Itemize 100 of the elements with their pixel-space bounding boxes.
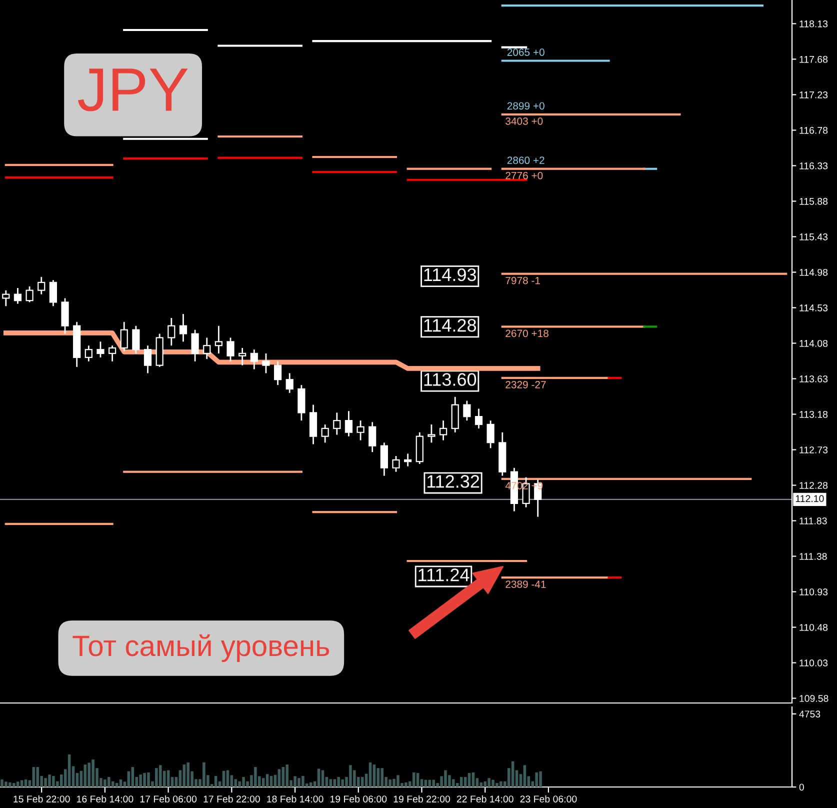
bar bbox=[32, 767, 36, 787]
bar bbox=[432, 780, 436, 787]
series-label: 2776 +0 bbox=[506, 172, 543, 180]
y-tick-label: 114.53 bbox=[800, 304, 828, 312]
candlestick bbox=[404, 452, 412, 467]
bar bbox=[539, 771, 542, 787]
candlestick bbox=[368, 421, 376, 453]
y-tick-label: 114.98 bbox=[800, 268, 828, 276]
bar bbox=[376, 768, 380, 787]
bar bbox=[317, 768, 320, 787]
candlestick bbox=[392, 455, 400, 473]
y-tick-label: 113.63 bbox=[800, 375, 828, 382]
text: JPY bbox=[78, 68, 188, 112]
bar bbox=[404, 782, 408, 787]
annotation: 111.24 bbox=[418, 568, 470, 582]
candlestick bbox=[26, 286, 34, 303]
y-tick-label: 112.73 bbox=[800, 446, 828, 454]
y-tick-label: 115.43 bbox=[800, 233, 828, 240]
x-tick-label: 15 Feb 22:00 bbox=[14, 795, 70, 802]
bar bbox=[396, 775, 400, 787]
bar bbox=[286, 764, 288, 787]
annotation: 113.60 bbox=[424, 373, 476, 386]
bar bbox=[234, 779, 238, 787]
candlestick bbox=[203, 336, 211, 360]
y-tick-label: 118.13 bbox=[800, 20, 828, 28]
bar bbox=[202, 762, 206, 787]
bar bbox=[84, 764, 87, 787]
candlestick bbox=[344, 410, 353, 438]
candlestick bbox=[191, 329, 199, 362]
x-tick-label: 18 Feb 14:00 bbox=[267, 795, 324, 802]
candlestick bbox=[474, 408, 483, 430]
bar bbox=[226, 770, 230, 787]
bar bbox=[523, 765, 526, 787]
bar bbox=[282, 767, 285, 787]
bar bbox=[372, 764, 376, 787]
bar bbox=[464, 777, 467, 787]
bar bbox=[182, 764, 186, 787]
series-label: 2329 -27 bbox=[506, 380, 546, 388]
x-tick-label: 19 Feb 22:00 bbox=[394, 795, 450, 802]
bar bbox=[321, 770, 324, 787]
y-tick-label: 110.48 bbox=[800, 624, 828, 631]
candlestick bbox=[356, 420, 364, 441]
bar bbox=[392, 778, 396, 787]
x-tick-label: 16 Feb 14:00 bbox=[77, 795, 134, 802]
bar bbox=[388, 779, 392, 787]
bar bbox=[452, 779, 455, 787]
annotation: 112.32 bbox=[427, 475, 480, 488]
bar bbox=[302, 776, 304, 787]
bar bbox=[12, 783, 16, 787]
bar bbox=[115, 783, 118, 787]
candlestick bbox=[321, 424, 329, 444]
y-tick-label: 111.38 bbox=[800, 552, 827, 560]
candlestick bbox=[61, 298, 69, 334]
y-tick-label: 117.68 bbox=[800, 56, 828, 63]
y-tick-label: 116.33 bbox=[800, 162, 828, 170]
x-tick-label: 19 Feb 06:00 bbox=[330, 795, 387, 802]
bar bbox=[68, 754, 71, 787]
series-label: 3403 +0 bbox=[506, 117, 543, 125]
bar bbox=[36, 767, 40, 787]
candlestick bbox=[250, 348, 258, 370]
bar bbox=[186, 762, 190, 787]
bar bbox=[535, 772, 538, 787]
bar bbox=[444, 770, 447, 787]
candlestick bbox=[38, 276, 46, 295]
x-tick-label: 23 Feb 06:00 bbox=[520, 795, 577, 802]
bar bbox=[412, 772, 416, 787]
candlestick bbox=[96, 340, 104, 358]
bar bbox=[337, 777, 340, 787]
candlestick bbox=[214, 325, 222, 354]
candlestick bbox=[238, 347, 246, 366]
bar bbox=[333, 779, 336, 787]
bar bbox=[460, 777, 463, 787]
y-tick-label: 116.78 bbox=[800, 126, 828, 134]
y-tick-label: 110.93 bbox=[800, 588, 828, 596]
series-label: 7978 -1 bbox=[506, 276, 540, 284]
bar bbox=[500, 781, 502, 787]
candlestick bbox=[298, 384, 306, 422]
candlestick bbox=[274, 360, 282, 386]
bar bbox=[380, 768, 384, 787]
bar bbox=[158, 765, 162, 787]
bar bbox=[262, 778, 265, 787]
candlestick bbox=[84, 344, 92, 362]
candlestick bbox=[226, 336, 234, 362]
candlestick bbox=[132, 325, 140, 354]
candlestick bbox=[439, 420, 448, 441]
bar bbox=[496, 783, 498, 787]
y-tick-label: 112.28 bbox=[800, 482, 828, 489]
bar bbox=[48, 774, 51, 787]
y-tick-label: 111.83 bbox=[800, 517, 827, 524]
candlestick bbox=[380, 442, 388, 476]
ref-line-label: 112.10 bbox=[796, 495, 824, 502]
bar bbox=[254, 767, 257, 787]
annotation: 114.93 bbox=[424, 268, 476, 282]
candlestick bbox=[428, 424, 436, 444]
bar bbox=[294, 776, 296, 787]
bar bbox=[468, 773, 471, 787]
y-tick-label: 4753 bbox=[799, 710, 820, 718]
annotation: 114.28 bbox=[424, 318, 476, 332]
series-label: 2670 +18 bbox=[506, 330, 548, 338]
series-label: 2389 -41 bbox=[506, 580, 546, 588]
